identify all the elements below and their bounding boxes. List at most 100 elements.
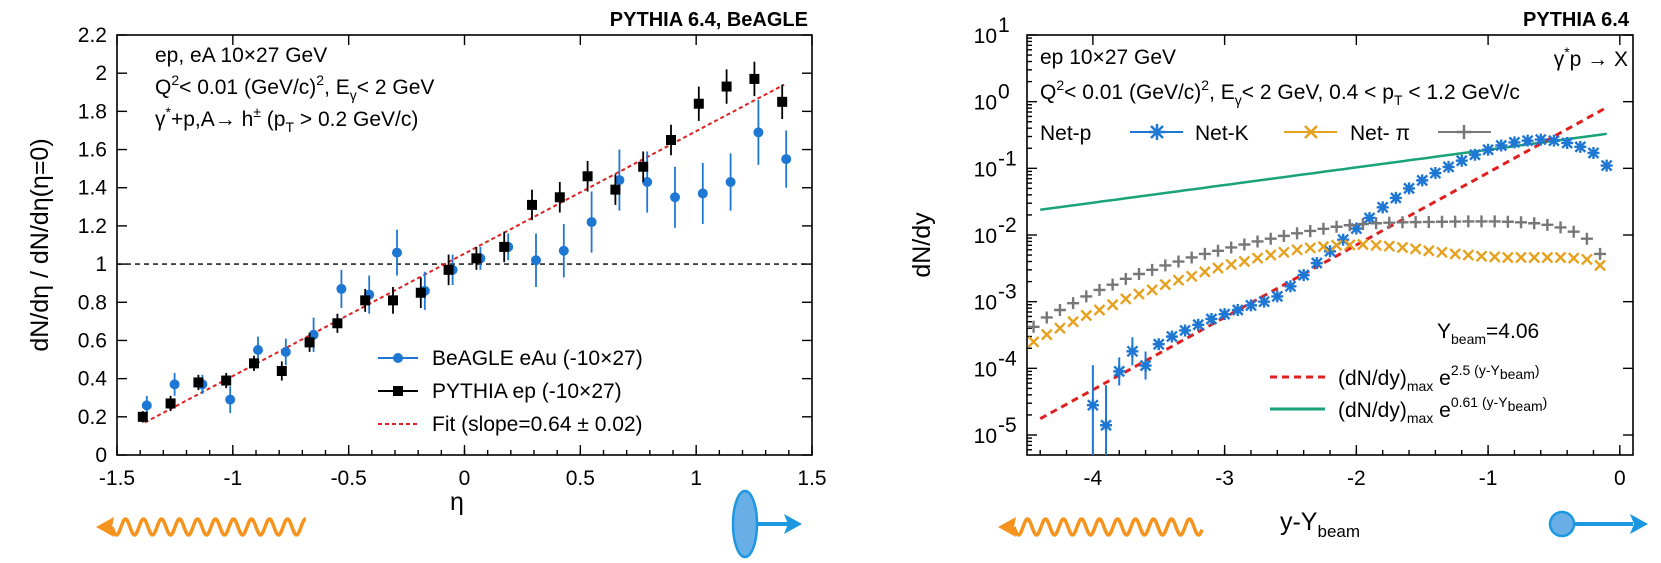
right-net-k-point	[1291, 243, 1303, 256]
right-net-pi-point	[1317, 222, 1330, 235]
left-xtick-label: -1.5	[99, 467, 135, 490]
right-xtick-label: -1	[1479, 467, 1498, 490]
right-ytick-exponent: 1	[998, 14, 1010, 37]
right-net-pi-point	[1053, 303, 1066, 316]
left-xaxis-title: η	[450, 488, 464, 516]
left-pythia-point	[777, 96, 788, 107]
right-net-pi-point	[1198, 247, 1211, 260]
right-net-pi-point	[1488, 215, 1501, 228]
left-beagle-point	[280, 346, 291, 357]
left-pythia-point	[610, 184, 621, 195]
right-net-k-point	[1449, 248, 1461, 260]
left-pythia-point	[388, 295, 398, 306]
right-net-pi-point	[1501, 215, 1514, 228]
legend-net-p-sample	[1130, 124, 1183, 140]
right-green-curve	[1040, 132, 1607, 212]
right-net-p-point	[1324, 245, 1336, 258]
right-net-k-point	[1383, 240, 1396, 253]
left-pythia-point	[721, 81, 732, 92]
right-net-k-point	[1502, 251, 1514, 264]
left-xtick-label: -0.5	[331, 467, 367, 490]
left-annotation-line1: ep, eA 10×27 GeV	[155, 44, 327, 67]
right-net-p-point	[1561, 136, 1574, 149]
right-net-p-point	[1376, 201, 1389, 214]
right-net-k-point	[1238, 255, 1251, 268]
right-net-pi-point	[1554, 221, 1567, 234]
legend-red-label: (dN/dy)max e2.5 (y-Ybeam)	[1338, 362, 1540, 394]
right-net-pi-point	[1238, 238, 1251, 251]
left-beagle-point	[586, 217, 597, 228]
left-pythia-point	[749, 73, 760, 84]
left-ytick-label: 1.4	[78, 177, 108, 200]
right-net-k-point	[1396, 241, 1409, 254]
left-annotation-line3: γ*+p,A→ h± (pT > 0.2 GeV/c)	[155, 104, 418, 135]
right-net-pi-point	[1475, 215, 1488, 228]
wavy-photon-arrow-icon	[96, 517, 307, 537]
right-net-p-point	[1244, 299, 1257, 312]
right-net-pi-point	[1132, 268, 1145, 281]
right-net-pi-point	[1330, 220, 1343, 233]
left-pythia-point	[638, 161, 649, 172]
left-beagle-point	[725, 177, 736, 187]
right-net-k-point	[1594, 259, 1606, 272]
right-xtick-label: -2	[1347, 467, 1366, 490]
right-net-k-point	[1080, 309, 1093, 322]
right-net-p-point	[1310, 257, 1323, 270]
right-net-p-point	[1284, 280, 1297, 293]
wavy-photon-arrow-icon	[998, 517, 1204, 537]
right-net-p-point	[1600, 159, 1613, 172]
left-pythia-point	[499, 241, 510, 252]
right-net-pi-point	[1449, 215, 1462, 228]
left-pythia-point	[582, 171, 593, 182]
left-beagle-point	[531, 255, 541, 266]
right-net-k-point	[1067, 315, 1079, 328]
left-ytick-label: 2	[95, 62, 107, 85]
left-pythia-point	[693, 98, 704, 109]
left-ytick-label: 0.4	[78, 368, 108, 391]
right-ytick-exponent: -4	[998, 347, 1017, 370]
left-ytick-label: 0	[95, 444, 107, 467]
legend-beagle-marker	[393, 353, 403, 363]
right-net-p-point	[1482, 143, 1495, 156]
right-net-k-point	[1317, 240, 1330, 253]
right-ytick-exponent: -5	[998, 414, 1017, 437]
right-net-k-point	[1515, 251, 1527, 264]
left-beagle-point	[141, 400, 152, 411]
legend-pythia: PYTHIA ep (-10×27)	[378, 380, 622, 403]
legend-net-p-label: Net-p	[1040, 122, 1091, 145]
right-net-p-point	[1521, 134, 1534, 147]
right-net-pi-point	[1435, 215, 1448, 228]
right-net-p-point	[1574, 140, 1587, 153]
left-pythia-point	[443, 264, 454, 275]
right-net-p-point	[1231, 303, 1244, 316]
left-pythia-point	[193, 377, 204, 388]
right-net-k-point	[1027, 335, 1040, 348]
right-ytick-label: 10	[974, 25, 997, 48]
left-ytick-label: 2.2	[78, 24, 107, 47]
right-net-pi-point	[1304, 224, 1317, 237]
right-net-k-point	[1554, 251, 1567, 264]
right-net-pi-point	[1515, 216, 1528, 229]
left-beagle-point	[558, 245, 569, 256]
right-net-pi-point	[1225, 241, 1238, 254]
right-net-k-point	[1040, 328, 1053, 341]
right-ybeam-label: Ybeam=4.06	[1437, 320, 1539, 347]
left-yaxis-title: dN/dη / dN/dη(η=0)	[26, 138, 54, 351]
right-net-p-point	[1468, 148, 1481, 161]
left-ytick-label: 1.8	[78, 100, 107, 123]
right-net-p-point	[1152, 338, 1165, 351]
right-net-pi-point	[1067, 297, 1080, 310]
left-pythia-point	[165, 398, 176, 409]
left-ytick-label: 0.6	[78, 329, 107, 352]
legend-net-k-sample	[1284, 125, 1337, 139]
right-annotation-line2: Q2< 0.01 (GeV/c)2, Eγ< 2 GeV, 0.4 < pT <…	[1040, 77, 1520, 108]
right-net-pi-point	[1541, 218, 1554, 231]
right-net-p-point	[1508, 136, 1521, 149]
right-net-pi-point	[1185, 251, 1198, 264]
right-ytick-label: 10	[974, 425, 997, 448]
right-net-pi-point	[1594, 247, 1607, 260]
left-beagle-point	[781, 154, 792, 165]
left-beagle-point	[169, 379, 180, 390]
